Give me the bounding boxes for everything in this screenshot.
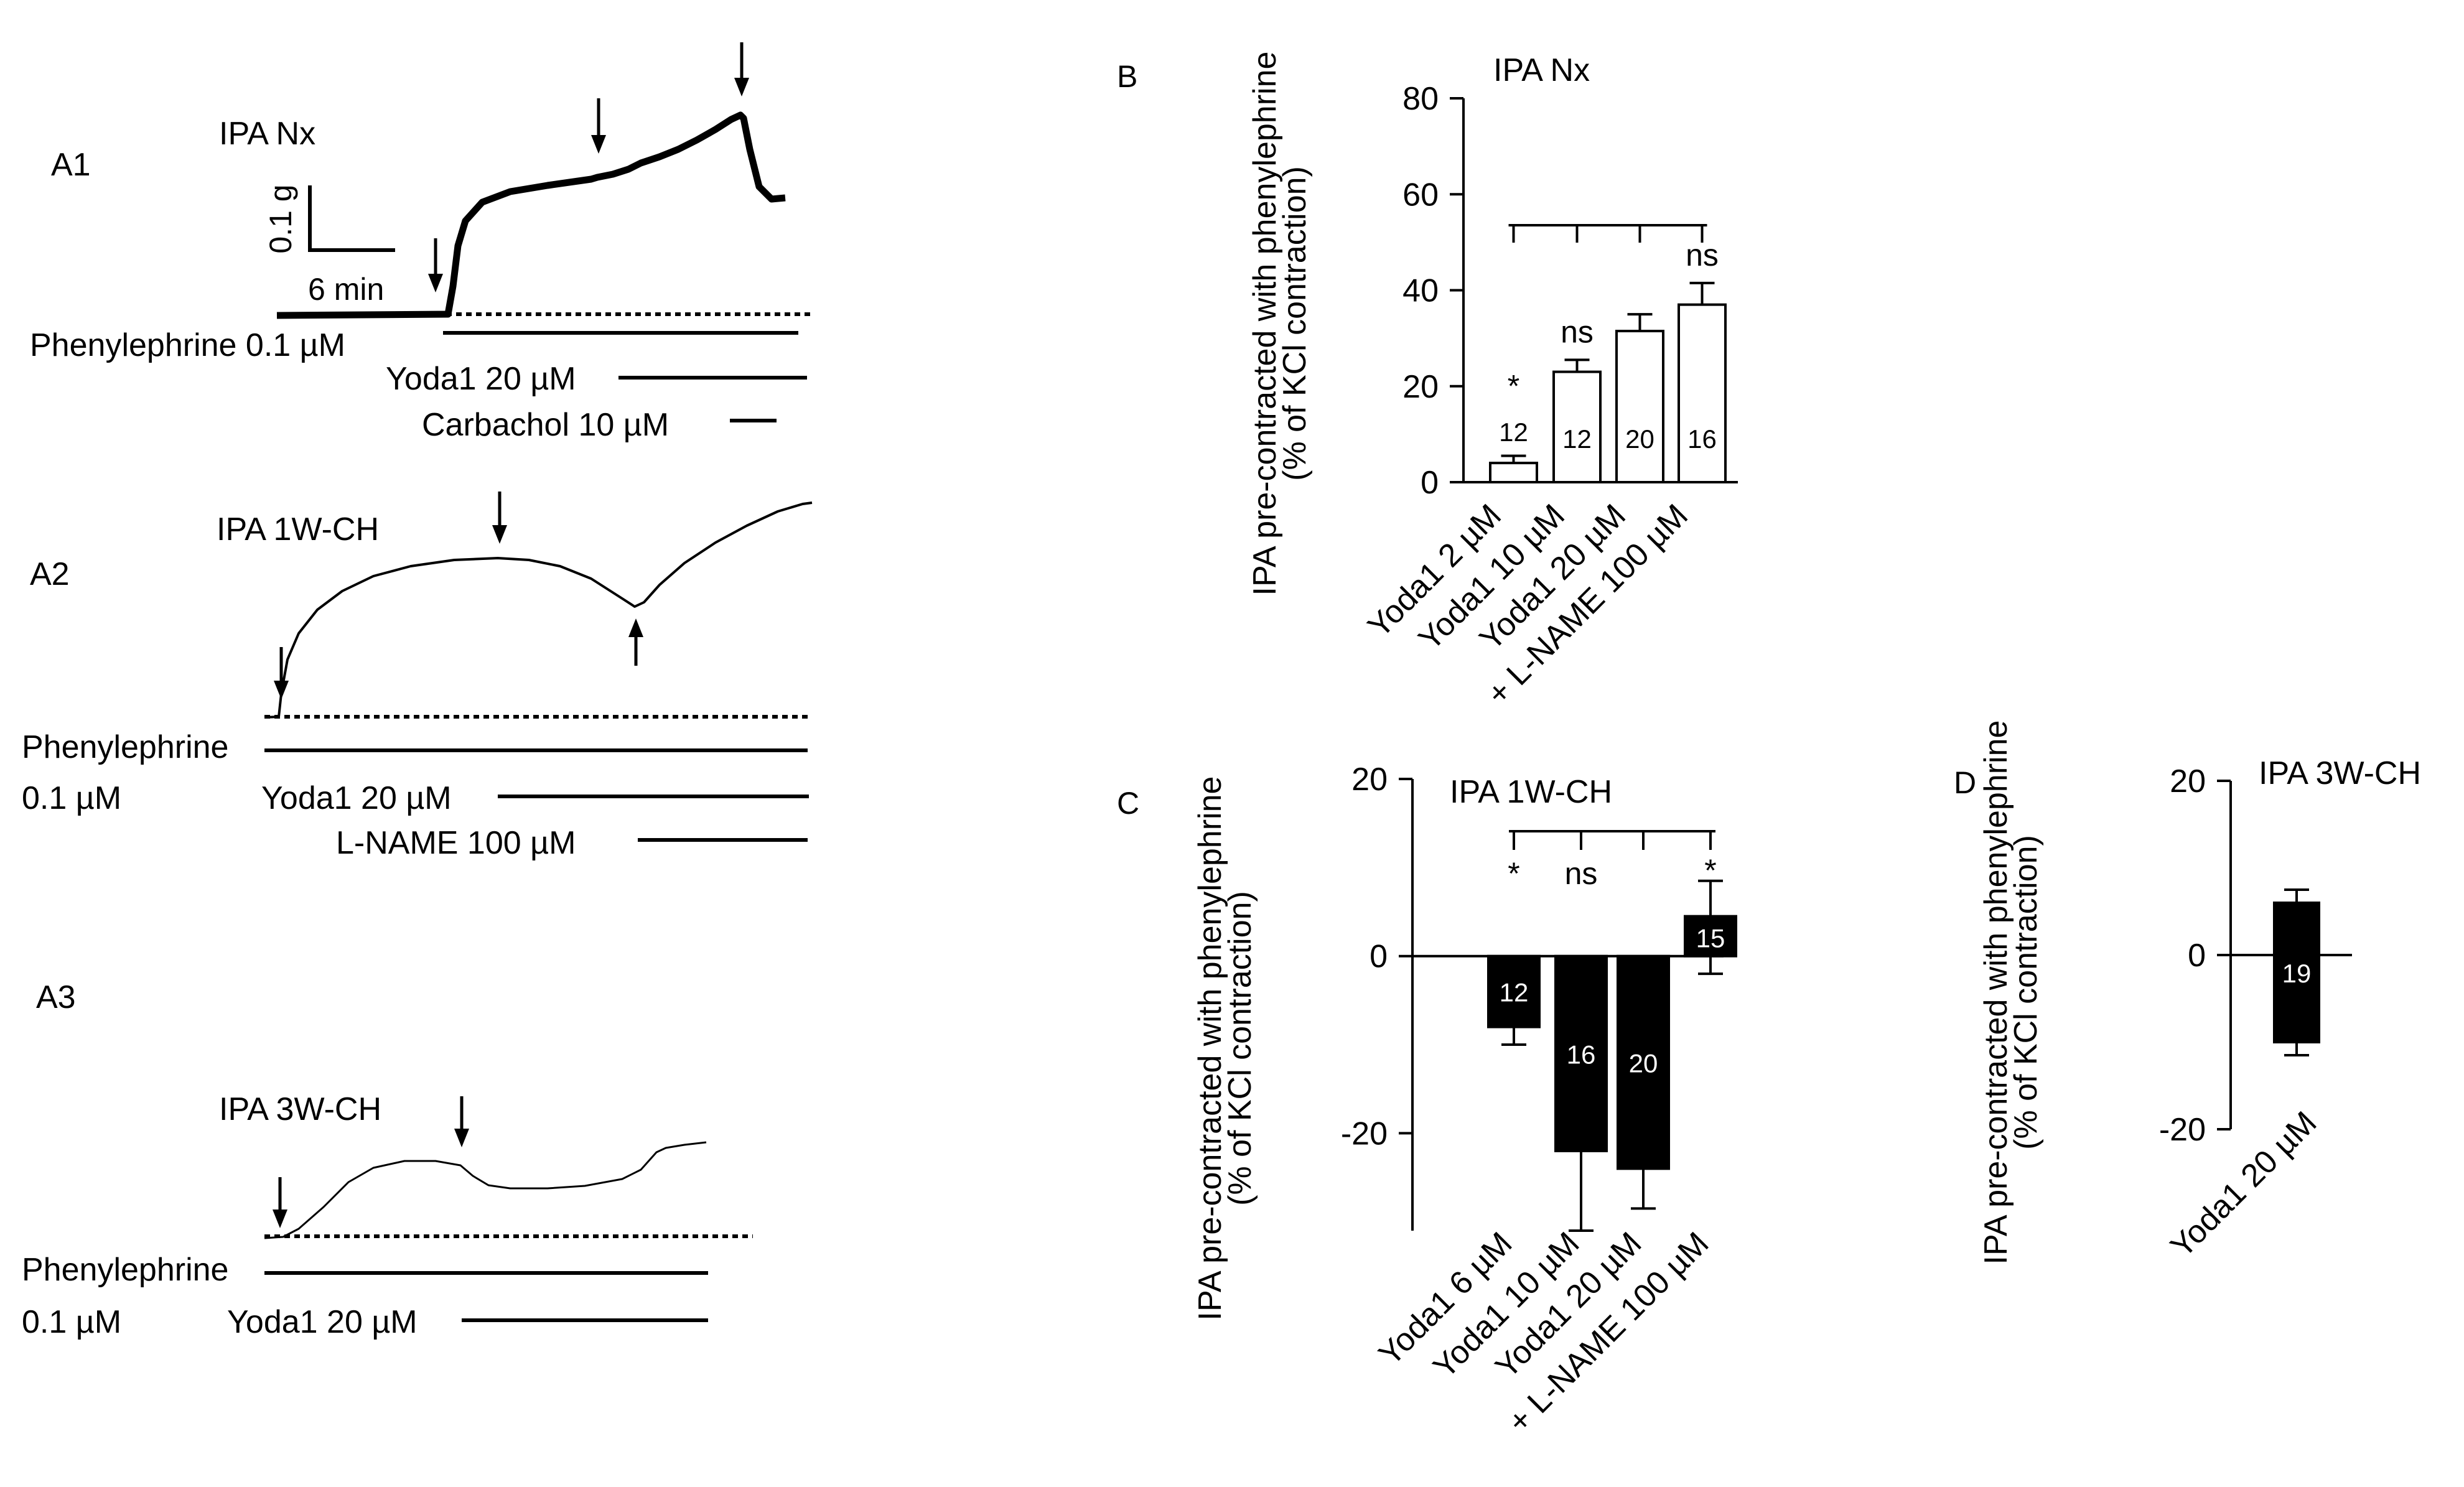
drug-label: Phenylephrine — [22, 1252, 228, 1288]
trace-title-a2: IPA 1W-CH — [217, 511, 379, 548]
panel-label-a2: A2 — [30, 556, 70, 592]
y-tick-label: 40 — [1402, 273, 1439, 309]
y-tick-label: 80 — [1402, 81, 1439, 117]
panel-label-a1: A1 — [51, 147, 91, 183]
panel-label: B — [1117, 59, 1137, 94]
panel-label: C — [1117, 786, 1139, 821]
chart-c: C IPA 1W-CH IPA pre-contracted with phenyl… — [1117, 762, 1737, 1440]
scale-bar — [308, 185, 395, 252]
significance-mark: ns — [1565, 856, 1598, 891]
bar — [1617, 954, 1670, 1170]
bar — [1489, 462, 1538, 484]
drug-label: Yoda1 20 µM — [227, 1304, 418, 1340]
panel-a2: A2 IPA 1W-CH Phenylephrine 0.1 µM Yoda1 … — [22, 492, 813, 861]
arrow-down-icon — [454, 1096, 469, 1147]
trace-title-a1: IPA Nx — [219, 116, 315, 152]
y-axis-label: (% of KCl contraction) — [2008, 835, 2044, 1150]
bar — [1552, 370, 1602, 483]
bar — [1678, 303, 1727, 483]
y-tick-label: 20 — [2170, 763, 2206, 799]
y-tick-label: 20 — [1402, 369, 1439, 405]
significance-mark: * — [1508, 856, 1519, 891]
n-label: 19 — [2282, 959, 2312, 988]
y-axis-label: (% of KCl contraction) — [1222, 891, 1258, 1206]
arrow-down-icon — [274, 647, 289, 699]
arrow-down-icon — [492, 492, 507, 544]
significance-mark: * — [1704, 853, 1716, 888]
y-tick-label: -20 — [1341, 1116, 1388, 1152]
arrow-down-icon — [591, 98, 606, 154]
arrow-down-icon — [734, 42, 749, 96]
y-tick-label: 0 — [2188, 938, 2206, 974]
arrow-up-icon — [628, 618, 643, 666]
significance-mark: ns — [1686, 238, 1719, 273]
tension-trace-a1 — [276, 111, 786, 319]
drug-label: 0.1 µM — [22, 780, 121, 816]
drug-label: 0.1 µM — [22, 1304, 121, 1340]
arrow-down-icon — [273, 1177, 287, 1228]
drug-label: Phenylephrine — [22, 729, 228, 765]
bar — [1684, 915, 1737, 958]
drug-label: Carbachol 10 µM — [422, 407, 669, 443]
drug-label: Yoda1 20 µM — [261, 780, 452, 816]
n-label: 12 — [1499, 417, 1528, 447]
significance-mark: * — [1508, 369, 1519, 404]
significance-mark: ns — [1561, 314, 1594, 349]
y-axis-label: IPA pre-contracted with phenylephrine — [1247, 52, 1283, 596]
y-tick-label: 0 — [1370, 939, 1388, 975]
chart-title: IPA Nx — [1493, 52, 1590, 88]
y-tick-label: -20 — [2159, 1112, 2206, 1148]
drug-label: L-NAME 100 µM — [336, 825, 576, 861]
tension-trace-a2 — [264, 501, 813, 719]
bar — [1554, 954, 1608, 1152]
y-axis-label: IPA pre-contracted with phenylephrine — [1192, 776, 1228, 1321]
chart-title: IPA 1W-CH — [1450, 774, 1612, 810]
arrow-down-icon — [428, 238, 443, 292]
y-axis-label: IPA pre-contracted with phenylephrine — [1978, 720, 2014, 1265]
n-label: 20 — [1625, 424, 1654, 454]
tension-trace-a3 — [264, 1141, 707, 1239]
y-tick-label: 20 — [1351, 762, 1388, 798]
scale-x-label: 6 min — [308, 272, 384, 307]
panel-label-a3: A3 — [36, 979, 76, 1015]
panel-a3: A3 IPA 3W-CH Phenylephrine 0.1 µM Yoda1 … — [22, 979, 753, 1340]
y-tick-label: 60 — [1402, 177, 1439, 213]
chart-title: IPA 3W-CH — [2259, 755, 2421, 791]
n-label: 16 — [1567, 1040, 1596, 1069]
n-label: 15 — [1696, 924, 1725, 953]
n-label: 16 — [1687, 424, 1717, 454]
n-label: 20 — [1629, 1049, 1658, 1078]
y-tick-label: 0 — [1421, 465, 1439, 501]
bar — [1487, 954, 1541, 1028]
drug-label: Phenylephrine 0.1 µM — [30, 327, 345, 363]
chart-b: B IPA Nx IPA pre-contracted with phenyleph… — [1117, 52, 1738, 712]
bar — [1615, 330, 1664, 484]
trace-title-a3: IPA 3W-CH — [219, 1091, 381, 1127]
n-label: 12 — [1562, 424, 1592, 454]
y-axis-label: (% of KCl contraction) — [1277, 166, 1313, 481]
chart-d: D IPA 3W-CH IPA pre-contracted with phenyl… — [1954, 720, 2421, 1265]
scale-y-label: 0.1 g — [263, 184, 298, 253]
drug-label: Yoda1 20 µM — [386, 361, 576, 397]
n-label: 12 — [1500, 978, 1529, 1007]
panel-a1: A1 IPA Nx 0.1 g 6 min Phenylephrine 0.1 … — [30, 42, 812, 443]
panel-label: D — [1954, 765, 1976, 800]
